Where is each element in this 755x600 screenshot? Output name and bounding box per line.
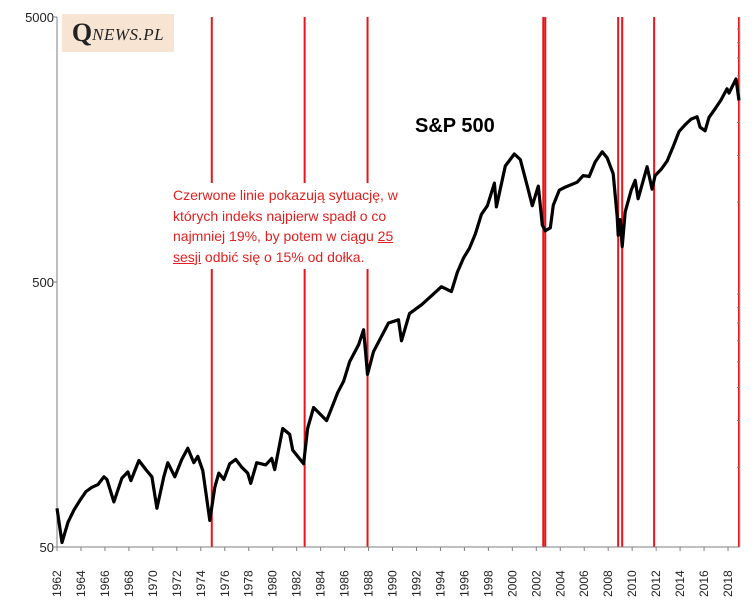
red-marker-lines xyxy=(210,17,741,547)
x-tick-label: 1962 xyxy=(50,570,64,597)
logo-q: Q xyxy=(71,18,93,47)
series-line-sp500 xyxy=(55,77,741,545)
x-tick-label: 1984 xyxy=(314,570,328,597)
x-tick-label: 1980 xyxy=(266,570,280,597)
logo-text: NEWS.PL xyxy=(92,25,165,44)
x-tick-label: 2010 xyxy=(625,570,639,597)
x-tick-label: 1994 xyxy=(433,570,447,597)
annotation-box: Czerwone linie pokazują sytuację, w któr… xyxy=(170,183,408,269)
x-tick-label: 1988 xyxy=(362,570,376,597)
x-tick-label: 1998 xyxy=(481,570,495,597)
annotation-text-2: odbić się o 15% od dołka. xyxy=(201,248,365,265)
x-tick-label: 2016 xyxy=(697,570,711,597)
x-tick-label: 1976 xyxy=(218,570,232,597)
qnews-logo: Q NEWS.PL xyxy=(62,14,174,52)
x-tick-label: 2008 xyxy=(601,570,615,597)
annotation-text-1: Czerwone linie pokazują sytuację, w któr… xyxy=(173,187,398,244)
y-tick-label: 5000 xyxy=(25,10,54,25)
x-tick-label: 1982 xyxy=(290,570,304,597)
x-tick-label: 1966 xyxy=(98,570,112,597)
y-tick-label: 50 xyxy=(40,540,54,555)
x-tick-label: 2018 xyxy=(721,570,735,597)
x-tick-label: 2004 xyxy=(553,570,567,597)
x-tick-label: 1990 xyxy=(386,570,400,597)
x-tick-label: 1970 xyxy=(146,570,160,597)
x-tick-label: 2002 xyxy=(529,570,543,597)
x-tick-label: 1978 xyxy=(242,570,256,597)
x-tick-label: 2006 xyxy=(577,570,591,597)
x-tick-label: 2014 xyxy=(673,570,687,597)
x-tick-label: 1968 xyxy=(122,570,136,597)
x-tick-label: 1964 xyxy=(74,570,88,597)
chart-title: S&P 500 xyxy=(415,115,495,137)
x-tick-label: 2000 xyxy=(505,570,519,597)
x-tick-label: 1972 xyxy=(170,570,184,597)
x-ticks: 1962 1964 1966 1968 1970 1972 1974 1976 1978 1980… xyxy=(50,547,735,597)
x-tick-label: 1986 xyxy=(338,570,352,597)
y-tick-label: 500 xyxy=(32,275,54,290)
axes xyxy=(56,17,741,548)
x-tick-label: 2012 xyxy=(649,570,663,597)
x-tick-label: 1992 xyxy=(409,570,423,597)
annotation-underlined: 25 sesji xyxy=(173,228,394,265)
x-tick-label: 1996 xyxy=(457,570,471,597)
y-ticks: 50 500 5000 xyxy=(25,10,740,555)
x-tick-label: 1974 xyxy=(194,570,208,597)
